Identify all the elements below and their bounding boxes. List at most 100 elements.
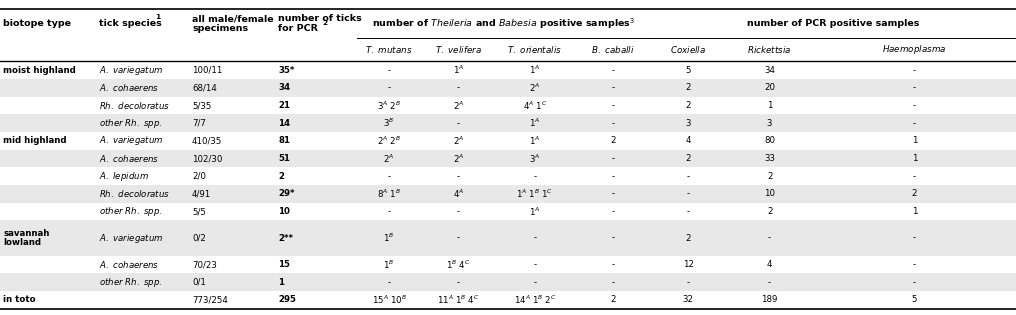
Text: -: - — [533, 233, 536, 243]
Text: 2: 2 — [767, 172, 772, 181]
Text: $\it{Coxiella}$: $\it{Coxiella}$ — [671, 44, 706, 55]
Text: 773/254: 773/254 — [192, 295, 228, 304]
Text: -: - — [912, 83, 916, 92]
Bar — [0, 9, 1016, 61]
Text: $\it{A.\ cohaerens}$: $\it{A.\ cohaerens}$ — [99, 83, 158, 94]
Text: $\it{A.\ variegatum}$: $\it{A.\ variegatum}$ — [99, 64, 164, 77]
Text: 1$^A$ 1$^B$ 1$^C$: 1$^A$ 1$^B$ 1$^C$ — [516, 188, 554, 200]
Text: in toto: in toto — [3, 295, 36, 304]
Text: 5/5: 5/5 — [192, 207, 206, 216]
Text: 34: 34 — [764, 66, 775, 75]
Text: $\it{A.\ variegatum}$: $\it{A.\ variegatum}$ — [99, 232, 164, 244]
Text: -: - — [456, 83, 460, 92]
Text: 5: 5 — [911, 295, 917, 304]
Text: 11$^A$ 1$^B$ 4$^C$: 11$^A$ 1$^B$ 4$^C$ — [437, 294, 480, 306]
Text: 7/7: 7/7 — [192, 119, 206, 128]
Text: 1$^A$: 1$^A$ — [529, 64, 541, 77]
Text: 4$^A$: 4$^A$ — [452, 188, 464, 200]
Text: 12: 12 — [683, 260, 694, 269]
Text: 10: 10 — [278, 207, 291, 216]
Text: 8$^A$ 1$^B$: 8$^A$ 1$^B$ — [377, 188, 401, 200]
Text: $\it{T.\ mutans}$: $\it{T.\ mutans}$ — [366, 44, 412, 55]
Text: 1$^A$: 1$^A$ — [529, 205, 541, 218]
Text: 33: 33 — [764, 154, 775, 163]
Text: 1$^A$: 1$^A$ — [529, 135, 541, 147]
Text: 2: 2 — [610, 136, 616, 146]
Text: $\it{T.\ orientalis}$: $\it{T.\ orientalis}$ — [507, 44, 563, 55]
Text: -: - — [912, 66, 916, 75]
Text: 2$^A$: 2$^A$ — [452, 152, 464, 165]
Text: 51: 51 — [278, 154, 291, 163]
Text: 1: 1 — [155, 14, 161, 20]
Text: number of PCR positive samples: number of PCR positive samples — [747, 19, 919, 28]
Text: $\it{Rh.\ decoloratus}$: $\it{Rh.\ decoloratus}$ — [99, 188, 170, 199]
Text: 0/1: 0/1 — [192, 278, 206, 287]
Text: 70/23: 70/23 — [192, 260, 216, 269]
Text: 20: 20 — [764, 83, 775, 92]
Text: 80: 80 — [764, 136, 775, 146]
Text: -: - — [611, 101, 615, 110]
Text: -: - — [687, 278, 690, 287]
Text: 2: 2 — [686, 83, 691, 92]
Text: -: - — [687, 189, 690, 198]
Text: $\it{Haemoplasma}$: $\it{Haemoplasma}$ — [882, 43, 947, 56]
Text: 3$^A$ 2$^B$: 3$^A$ 2$^B$ — [377, 99, 401, 112]
Text: 32: 32 — [683, 295, 694, 304]
Text: -: - — [533, 172, 536, 181]
Text: $\it{Rickettsia}$: $\it{Rickettsia}$ — [748, 44, 791, 55]
Text: 2: 2 — [767, 207, 772, 216]
Text: -: - — [533, 278, 536, 287]
Text: -: - — [533, 260, 536, 269]
Text: 2: 2 — [686, 154, 691, 163]
Text: 410/35: 410/35 — [192, 136, 223, 146]
Bar — [0, 256, 1016, 273]
Text: 4$^A$ 1$^C$: 4$^A$ 1$^C$ — [522, 99, 548, 112]
Bar — [0, 79, 1016, 97]
Text: $\it{T.\ velifera}$: $\it{T.\ velifera}$ — [435, 44, 482, 55]
Text: 2$^A$ 2$^B$: 2$^A$ 2$^B$ — [377, 135, 401, 147]
Text: specimens: specimens — [192, 24, 248, 33]
Text: 1$^B$: 1$^B$ — [383, 258, 395, 271]
Bar — [0, 273, 1016, 291]
Bar — [0, 291, 1016, 309]
Text: 2: 2 — [322, 20, 327, 26]
Text: 3: 3 — [767, 119, 772, 128]
Text: -: - — [387, 83, 391, 92]
Text: -: - — [456, 119, 460, 128]
Text: 5: 5 — [686, 66, 691, 75]
Text: 100/11: 100/11 — [192, 66, 223, 75]
Text: 1$^B$ 4$^C$: 1$^B$ 4$^C$ — [446, 258, 470, 271]
Text: -: - — [611, 66, 615, 75]
Bar — [0, 132, 1016, 150]
Text: $\it{A.\ variegatum}$: $\it{A.\ variegatum}$ — [99, 135, 164, 147]
Text: $\it{A.\ cohaerens}$: $\it{A.\ cohaerens}$ — [99, 259, 158, 270]
Text: 2$^A$: 2$^A$ — [452, 99, 464, 112]
Bar — [0, 220, 1016, 256]
Text: 2: 2 — [610, 295, 616, 304]
Text: 14$^A$ 1$^B$ 2$^C$: 14$^A$ 1$^B$ 2$^C$ — [514, 294, 556, 306]
Text: 14: 14 — [278, 119, 291, 128]
Bar — [0, 203, 1016, 220]
Text: 3$^B$: 3$^B$ — [383, 117, 395, 129]
Bar — [0, 61, 1016, 79]
Text: 2: 2 — [278, 172, 284, 181]
Text: 34: 34 — [278, 83, 291, 92]
Text: -: - — [387, 207, 391, 216]
Bar — [0, 185, 1016, 203]
Text: 3: 3 — [686, 119, 691, 128]
Text: -: - — [611, 207, 615, 216]
Text: -: - — [456, 278, 460, 287]
Text: tick species: tick species — [99, 19, 162, 28]
Text: 3$^A$: 3$^A$ — [529, 152, 541, 165]
Text: 4: 4 — [686, 136, 691, 146]
Text: -: - — [768, 278, 771, 287]
Text: $\it{A.\ cohaerens}$: $\it{A.\ cohaerens}$ — [99, 153, 158, 164]
Text: 295: 295 — [278, 295, 297, 304]
Text: 2$^A$: 2$^A$ — [383, 152, 395, 165]
Text: $\it{other\ Rh.\ spp.}$: $\it{other\ Rh.\ spp.}$ — [99, 205, 163, 218]
Text: -: - — [768, 233, 771, 243]
Text: 4: 4 — [767, 260, 772, 269]
Text: $\it{Rh.\ decoloratus}$: $\it{Rh.\ decoloratus}$ — [99, 100, 170, 111]
Text: -: - — [611, 172, 615, 181]
Text: -: - — [611, 233, 615, 243]
